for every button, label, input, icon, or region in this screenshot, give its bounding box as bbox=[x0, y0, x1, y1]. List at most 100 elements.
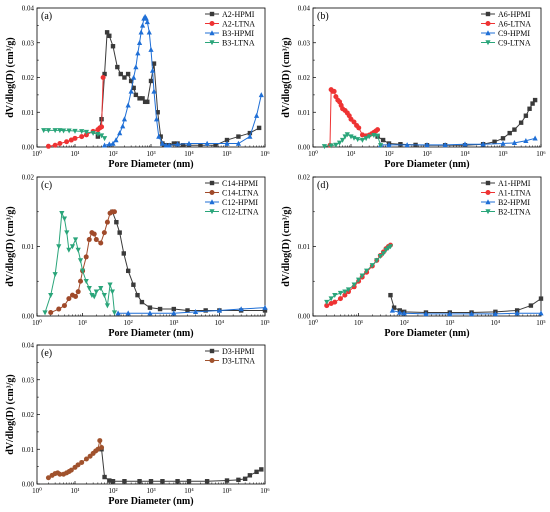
series-b2-hpmi bbox=[389, 307, 544, 317]
x-tick-label: 10⁵ bbox=[536, 319, 546, 327]
data-point bbox=[155, 110, 160, 115]
data-point bbox=[262, 304, 268, 310]
x-tick-label: 10⁶ bbox=[260, 487, 270, 495]
legend-entry: B2-HPMI bbox=[498, 198, 530, 207]
x-tick-label: 10⁰ bbox=[308, 150, 318, 158]
data-point bbox=[523, 137, 529, 143]
series-c9-ltna bbox=[321, 132, 384, 150]
data-point bbox=[532, 135, 538, 141]
data-point bbox=[139, 299, 145, 305]
data-point bbox=[125, 102, 131, 108]
y-tick-label: 0.03 bbox=[22, 39, 35, 47]
series-line bbox=[377, 99, 536, 146]
data-point bbox=[57, 471, 63, 477]
data-point bbox=[447, 311, 453, 317]
data-point bbox=[166, 142, 172, 148]
data-point bbox=[93, 289, 99, 295]
data-point bbox=[57, 141, 63, 147]
data-point bbox=[83, 456, 89, 462]
y-tick-label: 0.00 bbox=[22, 144, 35, 152]
y-tick-label: 0.01 bbox=[298, 243, 311, 251]
data-point bbox=[377, 143, 384, 149]
legend-marker bbox=[485, 30, 491, 36]
data-point bbox=[401, 310, 407, 316]
y-tick-label: 0.04 bbox=[22, 342, 35, 350]
data-point bbox=[258, 92, 264, 98]
data-point bbox=[109, 289, 115, 295]
chart-panel-b: 0.00 0.01 0.02 0.03 0.04 10⁰ 10¹ 10² 10³ 10⁴ 10⁵ 10… bbox=[281, 5, 546, 171]
data-point bbox=[254, 469, 259, 475]
data-point bbox=[110, 479, 116, 484]
data-point bbox=[95, 131, 101, 137]
data-point bbox=[180, 143, 186, 148]
data-point bbox=[236, 134, 241, 139]
data-point bbox=[151, 61, 157, 66]
data-point bbox=[137, 479, 142, 484]
data-point bbox=[398, 142, 403, 147]
data-point bbox=[527, 106, 532, 111]
data-point bbox=[41, 128, 47, 134]
data-point bbox=[135, 50, 141, 56]
series-line bbox=[44, 211, 115, 313]
series-c12-hpmi bbox=[115, 304, 268, 316]
legend-entry: C12-HPMI bbox=[222, 198, 258, 207]
data-point bbox=[64, 230, 70, 236]
data-point bbox=[511, 140, 518, 146]
series-d3-ltna bbox=[45, 438, 105, 481]
legend-marker bbox=[209, 190, 215, 195]
data-point bbox=[235, 140, 242, 146]
data-point bbox=[110, 140, 116, 146]
data-point bbox=[148, 78, 154, 84]
data-point bbox=[175, 479, 180, 484]
data-point bbox=[100, 75, 106, 80]
data-point bbox=[375, 127, 381, 133]
x-tick-label: 10⁴ bbox=[215, 319, 225, 327]
x-tick-label: 10² bbox=[108, 487, 117, 495]
data-point bbox=[159, 140, 166, 146]
y-tick-label: 0.01 bbox=[298, 109, 311, 117]
x-tick-label: 10³ bbox=[169, 319, 178, 327]
data-point bbox=[345, 287, 352, 293]
series-c14-ltna bbox=[48, 209, 117, 316]
data-point bbox=[125, 310, 131, 316]
data-point bbox=[97, 438, 103, 444]
series-b3-hpmi bbox=[101, 13, 264, 148]
data-point bbox=[148, 479, 154, 484]
data-point bbox=[56, 306, 62, 312]
data-point bbox=[156, 133, 162, 139]
series-a1-hpmi bbox=[388, 292, 544, 315]
y-tick-label: 0.02 bbox=[22, 74, 35, 82]
y-tick-label: 0.03 bbox=[298, 39, 311, 47]
y-tick-label: 0.00 bbox=[22, 313, 35, 321]
y-tick-label: 0.02 bbox=[22, 411, 35, 419]
data-point bbox=[247, 473, 253, 478]
data-point bbox=[342, 289, 348, 295]
data-point bbox=[101, 292, 107, 298]
data-point bbox=[328, 143, 334, 149]
data-point bbox=[442, 142, 448, 148]
data-point bbox=[145, 99, 150, 105]
legend-entry: C14-LTNA bbox=[222, 188, 259, 197]
data-point bbox=[148, 46, 154, 52]
data-point bbox=[122, 75, 127, 80]
data-point bbox=[133, 92, 139, 98]
legend-marker bbox=[485, 190, 491, 195]
data-point bbox=[359, 137, 366, 143]
data-point bbox=[104, 30, 110, 35]
data-point bbox=[68, 467, 74, 473]
data-point bbox=[149, 67, 156, 73]
data-point bbox=[528, 303, 534, 308]
data-point bbox=[101, 142, 108, 148]
data-point bbox=[337, 296, 343, 302]
panel-label: (e) bbox=[41, 348, 52, 359]
chart-panel-c: 0.00 0.01 0.02 10⁰ 10¹ 10² 10³ 10⁴ 10⁵ Pore Diame… bbox=[5, 174, 270, 340]
x-tick-label: 10⁰ bbox=[32, 487, 42, 495]
x-axis-label: Pore Diameter (nm) bbox=[108, 159, 193, 170]
data-point bbox=[523, 113, 529, 118]
data-point bbox=[532, 97, 538, 103]
y-axis-label: dV/dlog(D) (cm³/g) bbox=[5, 374, 16, 455]
data-point bbox=[52, 128, 58, 134]
data-point bbox=[507, 130, 512, 136]
